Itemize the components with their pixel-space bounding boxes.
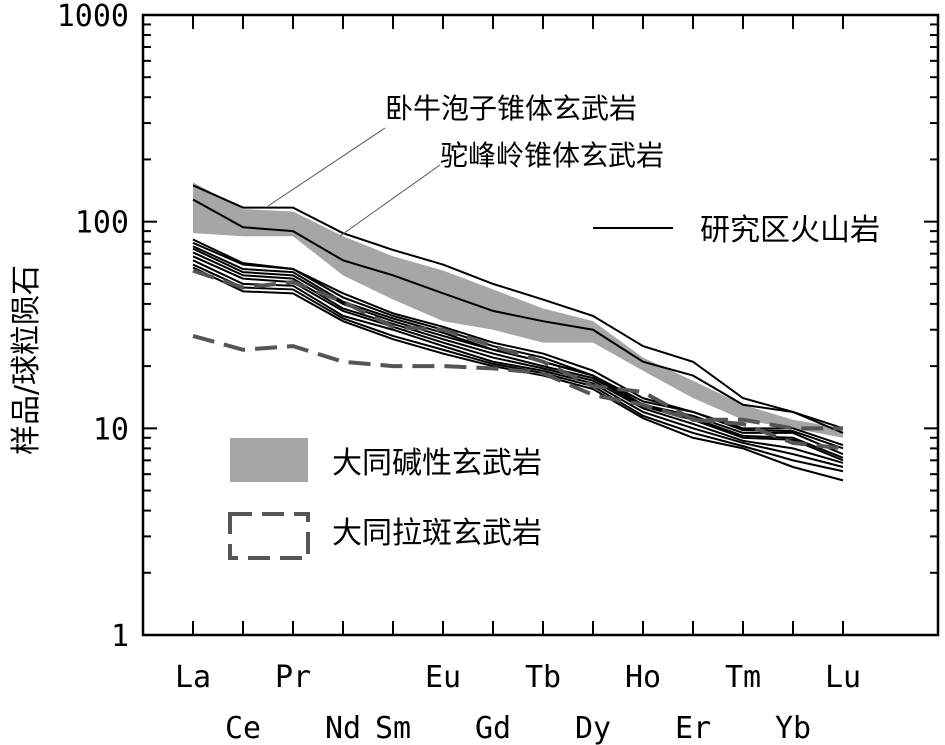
- legend-study-area: 研究区火山岩: [700, 213, 880, 248]
- x-tick-label-Ce: Ce: [225, 711, 261, 745]
- annotation-woniupaozi: 卧牛泡子锥体玄武岩: [385, 92, 637, 125]
- series-study-area-10: [192, 263, 844, 473]
- x-tick-label-Tm: Tm: [725, 660, 761, 695]
- series-study-area-9: [192, 259, 844, 468]
- x-tick-label-Nd: Nd: [325, 711, 361, 745]
- series-lines: [192, 184, 844, 482]
- x-tick-label-Eu: Eu: [425, 660, 461, 695]
- x-tick-label-Lu: Lu: [825, 660, 861, 695]
- legend-band-swatch: [230, 438, 308, 482]
- y-tick-label: 10: [93, 412, 129, 447]
- legend-dashed-swatch: [228, 512, 310, 560]
- legend-tholeiite: 大同拉斑玄武岩: [332, 516, 542, 551]
- y-tick-label: 1000: [57, 0, 129, 34]
- y-tick-label: 1: [111, 619, 129, 654]
- x-tick-label-Ho: Ho: [625, 660, 661, 695]
- x-tick-label-La: La: [175, 660, 211, 695]
- x-tick-label-Pr: Pr: [275, 660, 311, 695]
- x-tick-label-Er: Er: [675, 711, 711, 745]
- x-tick-label-Sm: Sm: [375, 711, 411, 745]
- series-study-area-6: [192, 247, 844, 459]
- y-tick-label: 100: [75, 206, 129, 241]
- x-tick-label-Yb: Yb: [775, 711, 811, 745]
- series-study-area-1: [192, 184, 844, 434]
- legend-alkaline: 大同碱性玄武岩: [332, 446, 542, 481]
- x-tick-label-Tb: Tb: [525, 660, 561, 695]
- plot-frame: [141, 13, 940, 637]
- annotation-tuofengling: 驼峰岭锥体玄武岩: [440, 139, 664, 172]
- series-study-area-2: [192, 198, 844, 430]
- axis-ticks: [143, 15, 938, 636]
- series-tholeiite-12: [192, 268, 843, 431]
- x-tick-label-Gd: Gd: [475, 711, 511, 745]
- annotation-leader-1: [267, 127, 386, 207]
- bands: [193, 182, 843, 438]
- band-alkaline-basalt: [193, 182, 843, 438]
- x-tick-label-Dy: Dy: [575, 711, 611, 745]
- tick-labels: 1 10 100 1000 La Pr Eu Tb Ho Tm Lu Ce Nd Sm Gd Dy Er Yb: [57, 0, 861, 745]
- y-axis-label: 样品/球粒陨石: [9, 265, 44, 455]
- annotation-leader-2: [339, 164, 441, 237]
- series-tholeiite-13: [192, 333, 844, 451]
